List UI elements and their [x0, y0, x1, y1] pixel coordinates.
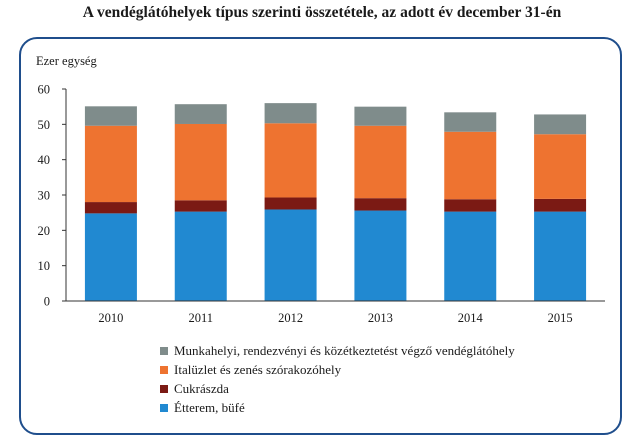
bar-segment-3-3	[354, 106, 407, 126]
x-tick-label: 2015	[548, 311, 573, 325]
bar-segment-2-1	[264, 197, 317, 210]
bar-segment-1-0	[174, 211, 227, 301]
bar-segment-4-0	[444, 211, 497, 301]
x-tick-label: 2010	[98, 311, 123, 325]
legend-label: Étterem, büfé	[174, 399, 245, 415]
y-tick-label: 50	[38, 118, 51, 132]
bar-segment-5-2	[534, 134, 587, 199]
bar-segment-2-3	[264, 103, 317, 124]
legend-item: Étterem, büfé	[160, 398, 515, 417]
bar-segment-1-3	[174, 104, 227, 124]
y-tick-label: 20	[38, 224, 51, 238]
bar-segment-3-2	[354, 125, 407, 199]
y-tick-label: 0	[44, 295, 50, 309]
bar-segment-2-2	[264, 123, 317, 198]
y-tick-label: 10	[38, 259, 51, 273]
legend-swatch	[160, 384, 168, 393]
legend: Munkahelyi, rendezvényi és közétkeztetés…	[160, 341, 515, 417]
legend-swatch	[160, 365, 168, 374]
legend-item: Munkahelyi, rendezvényi és közétkeztetés…	[160, 341, 515, 360]
y-axis-label: Ezer egység	[36, 54, 97, 68]
x-tick-label: 2013	[368, 311, 393, 325]
bar-segment-5-0	[534, 211, 587, 301]
bar-segment-4-1	[444, 199, 497, 212]
y-tick-label: 60	[38, 83, 51, 97]
bar-segment-3-1	[354, 198, 407, 211]
legend-label: Cukrászda	[174, 380, 229, 396]
bar-segment-5-3	[534, 114, 587, 135]
legend-item: Cukrászda	[160, 379, 515, 398]
bar-segment-4-2	[444, 131, 497, 200]
bar-segment-0-3	[84, 106, 137, 126]
bar-segment-2-0	[264, 209, 317, 301]
legend-label: Munkahelyi, rendezvényi és közétkeztetés…	[174, 342, 515, 358]
legend-swatch	[160, 346, 168, 355]
chart-title: A vendéglátóhelyek típus szerinti összet…	[82, 4, 562, 21]
y-tick-label: 30	[38, 189, 51, 203]
x-tick-label: 2012	[278, 311, 303, 325]
chart-frame	[19, 37, 622, 435]
bar-segment-5-1	[534, 198, 587, 212]
bar-segment-4-3	[444, 112, 497, 132]
bar-segment-0-2	[84, 125, 137, 203]
bar-segment-1-1	[174, 200, 227, 212]
legend-label: Italüzlet és zenés szórakozóhely	[174, 361, 342, 377]
x-tick-label: 2014	[458, 311, 484, 325]
x-tick-label: 2011	[188, 311, 213, 325]
bar-segment-0-0	[84, 213, 137, 301]
y-tick-label: 40	[38, 153, 51, 167]
legend-swatch	[160, 403, 168, 412]
bar-segment-0-1	[84, 202, 137, 214]
legend-item: Italüzlet és zenés szórakozóhely	[160, 360, 515, 379]
bar-segment-1-2	[174, 123, 227, 201]
bar-segment-3-0	[354, 210, 407, 301]
